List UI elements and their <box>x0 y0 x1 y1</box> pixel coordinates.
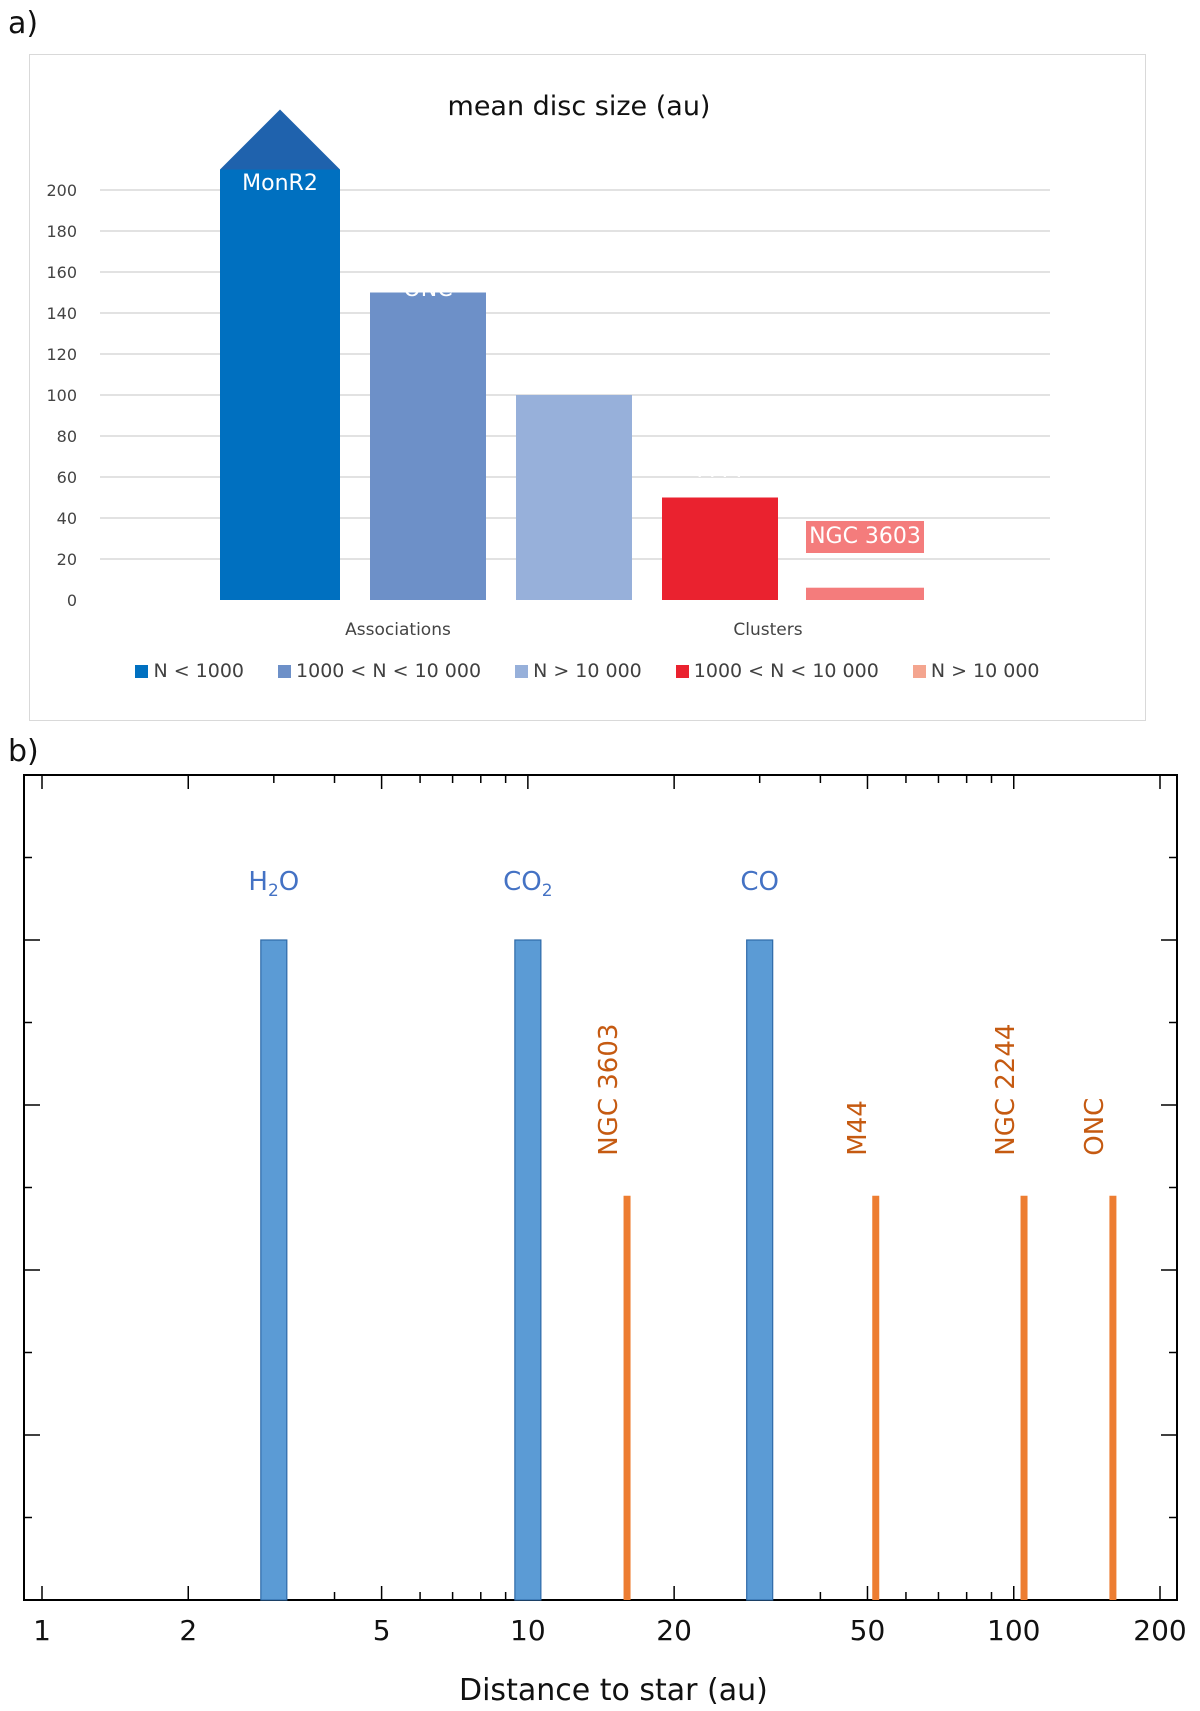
legend-label: N < 1000 <box>153 660 245 682</box>
cluster-label: M44 <box>843 1100 873 1156</box>
y-tick-label: 200 <box>46 181 77 200</box>
cluster-size-line <box>1109 1195 1117 1600</box>
x-axis-label: Distance to star (au) <box>459 1673 768 1708</box>
x-tick-label: 1 <box>33 1614 51 1647</box>
x-tick-label: 10 <box>510 1614 546 1647</box>
legend-swatch <box>912 664 926 678</box>
bar-label: ONC <box>403 277 452 302</box>
legend-label: 1000 < N < 10 000 <box>296 660 482 682</box>
bar-monr2 <box>220 169 340 600</box>
x-tick-label: 200 <box>1133 1614 1186 1647</box>
y-tick-label: 0 <box>67 591 77 610</box>
bar-overflow-arrow <box>220 109 340 170</box>
y-tick-label: 180 <box>46 222 77 241</box>
cluster-size-line <box>1020 1195 1028 1600</box>
y-tick-label: 120 <box>46 345 77 364</box>
bar-label: NGC 3603 <box>809 524 921 549</box>
legend-swatch <box>278 664 292 678</box>
snowline-label: CO2 <box>503 867 552 901</box>
bar-ngc-2244 <box>516 395 632 600</box>
bar-onc <box>370 292 486 600</box>
snowline-bar <box>260 939 288 1601</box>
bar-label: M44 <box>697 458 744 483</box>
legend-item: 1000 < N < 10 000 <box>675 660 879 682</box>
snowline-bar <box>514 939 542 1601</box>
bar-label: NGC 2244 <box>518 358 630 383</box>
cluster-size-line <box>872 1195 880 1600</box>
legend-label: N > 10 000 <box>930 660 1040 682</box>
bar-label-background <box>806 521 924 553</box>
legend-swatch <box>515 664 529 678</box>
disc-size-plot: 0 20 40 60 80 100 120 140 160 180 200 mean disc siz… <box>46 91 1050 640</box>
cluster-size-line <box>623 1195 631 1600</box>
snowline-bar <box>746 939 774 1601</box>
y-tick-label: 20 <box>57 550 77 569</box>
group-label-clusters: Clusters <box>733 620 802 640</box>
x-tick-label: 2 <box>179 1614 197 1647</box>
plot-frame <box>23 774 1178 1601</box>
snowline-label: CO <box>740 867 779 897</box>
y-tick-label: 40 <box>57 509 77 528</box>
snowline-label: H2O <box>248 867 299 901</box>
legend-item: N < 1000 <box>135 660 244 682</box>
cluster-label: NGC 3603 <box>594 1024 624 1156</box>
x-tick-label: 5 <box>373 1614 391 1647</box>
bar-label: MonR2 <box>242 171 318 196</box>
cluster-label: NGC 2244 <box>991 1024 1021 1156</box>
x-tick-label: 100 <box>987 1614 1040 1647</box>
y-tick-label: 160 <box>46 263 77 282</box>
group-label-associations: Associations <box>345 620 451 640</box>
disc-size-chart: 0 20 40 60 80 100 120 140 160 180 200 mean disc siz… <box>29 54 1146 721</box>
legend-item: N > 10 000 <box>912 660 1040 682</box>
legend-swatch <box>675 664 689 678</box>
chart-title: mean disc size (au) <box>448 91 711 122</box>
y-tick-label: 80 <box>57 427 77 446</box>
legend-label: N > 10 000 <box>533 660 642 682</box>
cluster-label: ONC <box>1080 1098 1110 1156</box>
disc-size-legend: N < 1000 1000 < N < 10 000 N > 10 000 1000 … <box>30 660 1145 682</box>
y-tick-label: 100 <box>46 386 77 405</box>
legend-label: 1000 < N < 10 000 <box>693 660 879 682</box>
y-tick-label: 60 <box>57 468 77 487</box>
bar-ngc-3603 <box>806 587 924 600</box>
legend-item: 1000 < N < 10 000 <box>278 660 481 682</box>
panel-a-label: a) <box>8 6 39 41</box>
y-tick-label: 140 <box>46 304 77 323</box>
legend-swatch <box>135 664 149 678</box>
bar-m44 <box>662 497 778 600</box>
legend-item: N > 10 000 <box>515 660 642 682</box>
x-tick-label: 50 <box>850 1614 886 1647</box>
panel-b-label: b) <box>8 734 39 769</box>
x-tick-label: 20 <box>656 1614 692 1647</box>
